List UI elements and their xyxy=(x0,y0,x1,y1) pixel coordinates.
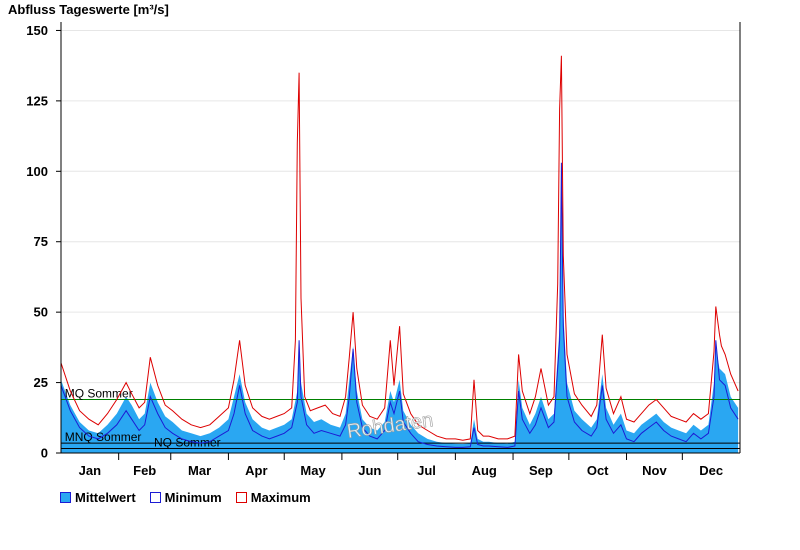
axes: 0 25 50 75 100 125 150 Jan Feb Mar Apr May Jun Jul Aug… xyxy=(26,22,741,478)
x-tick-label: Nov xyxy=(642,463,667,478)
legend-swatch-mean xyxy=(60,492,71,503)
x-tick-label: Jul xyxy=(417,463,436,478)
y-tick-label: 0 xyxy=(41,446,48,461)
y-tick-label: 50 xyxy=(34,305,48,320)
legend-item-minimum[interactable]: Minimum xyxy=(149,490,222,505)
x-tick-label: Mar xyxy=(188,463,211,478)
legend-item-maximum[interactable]: Maximum xyxy=(235,490,311,505)
grid-lines xyxy=(61,29,740,384)
ref-label-2: NQ Sommer xyxy=(154,435,221,449)
legend-label-mean: Mittelwert xyxy=(75,490,136,505)
y-tick-label: 100 xyxy=(26,164,48,179)
legend-label-maximum: Maximum xyxy=(250,490,311,505)
x-tick-label: Jun xyxy=(358,463,381,478)
legend-item-mean[interactable]: Mittelwert xyxy=(60,490,136,505)
x-tick-label: Sep xyxy=(529,463,553,478)
x-tick-label: Oct xyxy=(587,463,609,478)
x-tick-label: Jan xyxy=(79,463,101,478)
x-tick-label: Aug xyxy=(472,463,497,478)
series-lines xyxy=(60,55,739,448)
legend-label-minimum: Minimum xyxy=(164,490,222,505)
chart-title: Abfluss Tageswerte [m³/s] xyxy=(8,2,169,17)
legend-swatch-maximum xyxy=(235,492,247,503)
x-tick-label: Feb xyxy=(133,463,156,478)
y-tick-label: 125 xyxy=(26,93,48,108)
reference-lines: MQ Sommer MNQ Sommer NQ Sommer xyxy=(61,386,740,449)
chart-legend: Mittelwert Minimum Maximum xyxy=(60,490,311,505)
y-tick-label: 75 xyxy=(34,234,48,249)
x-tick-label: Apr xyxy=(245,463,267,478)
ref-label-0: MQ Sommer xyxy=(65,386,133,400)
y-tick-label: 150 xyxy=(26,23,48,38)
ref-label-1: MNQ Sommer xyxy=(65,430,142,444)
x-tick-label: Dec xyxy=(699,463,723,478)
x-tick-label: May xyxy=(300,463,326,478)
series-minimum-line xyxy=(60,162,739,448)
y-tick-label: 25 xyxy=(34,375,48,390)
legend-swatch-minimum xyxy=(149,492,161,503)
series-maximum-line xyxy=(60,55,739,441)
